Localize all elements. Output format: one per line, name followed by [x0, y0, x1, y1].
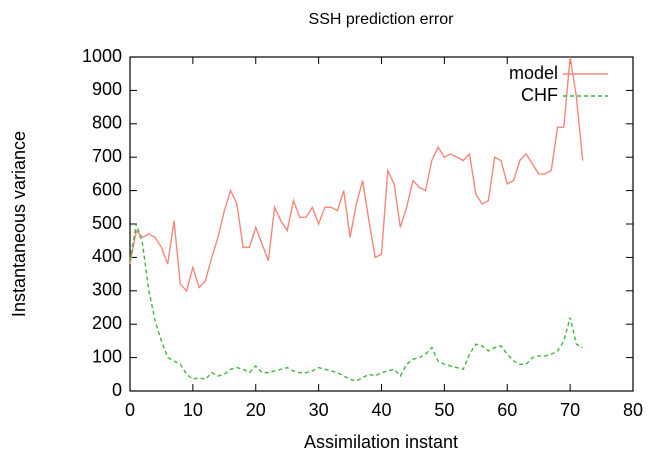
y-tick-label: 0	[112, 380, 122, 400]
legend-label: model	[509, 63, 558, 83]
y-tick-label: 300	[92, 280, 122, 300]
x-tick-label: 80	[623, 400, 643, 420]
y-tick-label: 100	[92, 346, 122, 366]
y-tick-label: 600	[92, 179, 122, 199]
x-tick-label: 30	[309, 400, 329, 420]
x-tick-label: 10	[183, 400, 203, 420]
legend-label: CHF	[521, 85, 558, 105]
plot-frame	[129, 56, 634, 392]
x-axis-label: Assimilation instant	[304, 432, 458, 452]
x-tick-label: 0	[125, 400, 135, 420]
y-tick-label: 900	[92, 79, 122, 99]
series-line	[129, 223, 584, 382]
chart-title: SSH prediction error	[309, 11, 455, 28]
x-tick-label: 40	[371, 400, 391, 420]
x-tick-label: 20	[246, 400, 266, 420]
x-tick-label: 70	[560, 400, 580, 420]
series-line	[129, 56, 584, 293]
x-tick-label: 50	[434, 400, 454, 420]
y-tick-label: 500	[92, 213, 122, 233]
x-tick-label: 60	[497, 400, 517, 420]
y-tick-label: 400	[92, 246, 122, 266]
y-tick-label: 200	[92, 313, 122, 333]
y-tick-label: 1000	[82, 46, 122, 66]
y-tick-label: 800	[92, 113, 122, 133]
y-tick-label: 700	[92, 146, 122, 166]
y-axis-label: Instantaneous variance	[9, 131, 29, 317]
